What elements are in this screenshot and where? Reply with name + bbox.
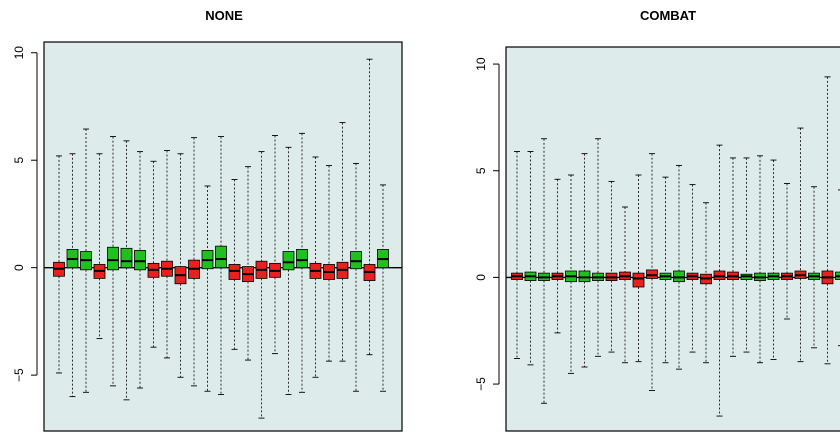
box-17 (269, 135, 281, 355)
box-14 (228, 179, 241, 350)
y-tick-label: −5 (474, 377, 488, 391)
y-axis: −5 0 5 10 (12, 46, 38, 382)
box-25 (835, 189, 840, 347)
y-tick-label: 10 (12, 46, 26, 60)
box-5 (565, 174, 577, 374)
box-19 (296, 132, 308, 393)
box-12 (201, 185, 214, 392)
box-10 (632, 174, 645, 363)
box-body (578, 270, 591, 283)
box-body (107, 246, 119, 271)
box-17 (727, 157, 739, 357)
plot-border (505, 46, 840, 432)
box-body (673, 270, 685, 283)
box-8 (605, 180, 618, 353)
box-4 (93, 153, 106, 340)
box-19 (754, 155, 766, 364)
plot-area (506, 47, 840, 431)
box-10 (174, 153, 187, 378)
box-11 (188, 137, 200, 387)
box-20 (767, 159, 780, 360)
box-15 (242, 166, 254, 361)
box-12 (659, 176, 672, 364)
y-tick-label: 5 (474, 167, 488, 174)
box-9 (619, 206, 631, 364)
box-16 (255, 151, 268, 419)
y-tick-label: 0 (12, 264, 26, 271)
box-21 (323, 165, 335, 362)
box-3 (538, 138, 550, 404)
box-14 (686, 184, 699, 353)
box-24 (821, 76, 834, 365)
box-body (350, 251, 362, 270)
box-2 (66, 153, 79, 398)
y-tick-label: −5 (12, 368, 26, 382)
box-body (713, 270, 726, 280)
boxplot-panel-none: NONE −5 0 5 10 (12, 8, 403, 432)
y-tick-label: 5 (12, 157, 26, 164)
box-5 (107, 136, 119, 387)
box-16 (713, 144, 726, 417)
plot-area (44, 42, 402, 431)
box-6 (578, 153, 591, 368)
plot-border (43, 41, 403, 432)
box-20 (309, 156, 322, 378)
box-22 (794, 127, 807, 363)
box-23 (808, 186, 820, 349)
boxplot-panel-combat: COMBAT −5 0 5 10 (474, 8, 840, 432)
box-1 (511, 151, 523, 359)
box-2 (524, 151, 537, 366)
box-13 (215, 136, 227, 395)
box-3 (80, 128, 92, 393)
box-25 (377, 184, 389, 392)
box-9 (161, 150, 173, 359)
box-1 (53, 155, 65, 374)
box-8 (147, 160, 160, 348)
box-11 (646, 153, 658, 391)
y-tick-label: 10 (474, 57, 488, 71)
box-body (296, 248, 308, 269)
box-body (632, 272, 645, 288)
chart-title: COMBAT (640, 8, 696, 23)
box-15 (700, 202, 712, 364)
y-tick-label: 0 (474, 274, 488, 281)
box-13 (673, 164, 685, 370)
box-22 (336, 122, 349, 362)
box-body (282, 251, 295, 271)
box-7 (134, 151, 146, 389)
box-body (646, 269, 658, 279)
box-21 (781, 183, 793, 320)
box-24 (363, 58, 376, 356)
box-18 (282, 146, 295, 395)
box-7 (592, 138, 604, 357)
chart-title: NONE (205, 8, 243, 23)
box-body (134, 250, 146, 271)
box-body (215, 245, 227, 269)
box-body (120, 247, 133, 269)
box-body (228, 264, 241, 280)
box-4 (551, 178, 564, 334)
box-6 (120, 140, 133, 401)
box-18 (740, 157, 753, 353)
box-23 (350, 162, 362, 392)
y-axis: −5 0 5 10 (474, 57, 500, 391)
